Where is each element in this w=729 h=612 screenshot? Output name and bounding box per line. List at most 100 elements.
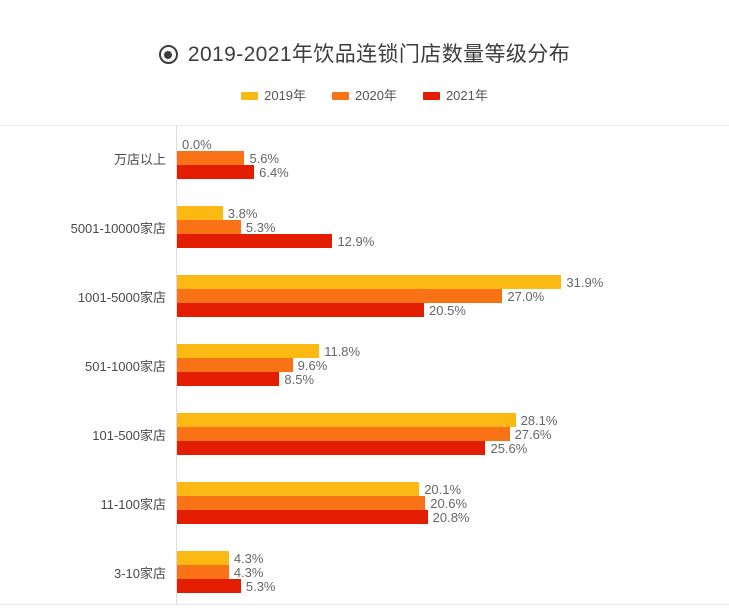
category-label: 501-1000家店 [85,358,166,374]
bar-rect [177,344,320,358]
bar-stack: 20.1% 20.6% 20.8% [177,482,729,526]
category-label: 万店以上 [113,151,166,167]
bar-groups: 万店以上 0.0% 5.6% 6.4% 5001-10000家店 3.8% 5.3% 12.9… [0,126,729,604]
bar-group: 3-10家店 4.3% 4.3% 5.3% [0,551,729,595]
bar-rect [177,551,229,565]
bar-rect [177,510,428,524]
bar-group: 5001-10000家店 3.8% 5.3% 12.9% [0,206,729,250]
bar-stack: 0.0% 5.6% 6.4% [177,137,729,181]
chart-legend: 2019年 2020年 2021年 [0,89,729,102]
bar-value-label: 9.6% [297,357,328,373]
bar-2019年[interactable]: 31.9% [177,275,603,289]
bar-rect [177,413,516,427]
bar-2019年[interactable]: 0.0% [177,137,212,151]
bar-2019年[interactable]: 20.1% [177,482,461,496]
bar-2019年[interactable]: 11.8% [177,344,360,358]
bar-value-label: 28.1% [520,412,558,428]
bar-rect [177,165,255,179]
bar-2021年[interactable]: 25.6% [177,441,527,455]
bar-value-label: 5.6% [249,150,280,166]
bar-2020年[interactable]: 27.6% [177,427,551,441]
category-axis-line [176,126,177,604]
bar-rect [177,206,223,220]
bar-value-label: 8.5% [284,371,315,387]
bar-rect [177,441,486,455]
bar-value-label: 3.8% [227,205,258,221]
category-label: 1001-5000家店 [77,289,166,305]
bar-2020年[interactable]: 4.3% [177,565,263,579]
bar-rect [177,151,245,165]
legend-label: 2021年 [445,88,488,103]
bar-stack: 31.9% 27.0% 20.5% [177,275,729,319]
legend-label: 2020年 [355,88,397,103]
bar-value-label: 25.6% [490,440,528,456]
bar-group: 11-100家店 20.1% 20.6% 20.8% [0,482,729,526]
bar-value-label: 12.9% [337,233,375,249]
bar-rect [177,496,426,510]
legend-item-2020年[interactable]: 2020年 [332,89,397,102]
bar-group: 1001-5000家店 31.9% 27.0% 20.5% [0,275,729,319]
bar-value-label: 20.5% [429,302,466,318]
bar-rect [177,579,241,593]
page-title: 2019-2021年饮品连锁门店数量等级分布 [187,43,571,66]
legend-item-2019年[interactable]: 2019年 [241,89,306,102]
bar-stack: 4.3% 4.3% 5.3% [177,551,729,595]
bar-stack: 11.8% 9.6% 8.5% [177,344,729,388]
bar-value-label: 4.3% [233,550,264,566]
bar-value-label: 27.6% [514,426,552,442]
plot-bottom-divider [0,604,729,605]
bar-2020年[interactable]: 9.6% [177,358,327,372]
category-label: 11-100家店 [100,496,166,512]
bar-group: 501-1000家店 11.8% 9.6% 8.5% [0,344,729,388]
bar-rect [177,303,425,317]
legend-label: 2019年 [264,88,307,103]
bar-2019年[interactable]: 28.1% [177,413,557,427]
bar-value-label: 20.6% [430,495,468,511]
bar-group: 万店以上 0.0% 5.6% 6.4% [0,137,729,181]
bar-2020年[interactable]: 27.0% [177,289,544,303]
chart-title-row: 2019-2021年饮品连锁门店数量等级分布 [0,44,729,65]
bar-group: 101-500家店 28.1% 27.6% 25.6% [0,413,729,457]
legend-item-2021年[interactable]: 2021年 [422,88,488,103]
bar-2020年[interactable]: 5.3% [177,220,276,234]
bar-stack: 3.8% 5.3% 12.9% [177,206,729,250]
bar-value-label: 11.8% [324,343,361,359]
bar-rect [177,358,293,372]
bar-value-label: 4.3% [233,564,264,580]
bar-2021年[interactable]: 8.5% [177,372,314,386]
bar-2019年[interactable]: 4.3% [177,551,263,565]
bar-value-label: 5.3% [245,578,276,594]
bar-value-label: 20.8% [432,509,470,525]
target-dot-icon [158,45,178,64]
bar-rect [177,482,420,496]
bar-2019年[interactable]: 3.8% [177,206,257,220]
bar-rect [177,372,280,386]
category-label: 3-10家店 [113,565,166,581]
bar-2020年[interactable]: 5.6% [177,151,279,165]
bar-2021年[interactable]: 12.9% [177,234,374,248]
bar-value-label: 31.9% [566,274,604,290]
bar-value-label: 5.3% [245,219,276,235]
legend-swatch-icon [422,91,440,100]
bar-value-label: 6.4% [259,164,289,180]
bar-2021年[interactable]: 5.3% [177,579,276,593]
bar-2021年[interactable]: 20.5% [177,303,466,317]
bar-rect [177,427,510,441]
bar-rect [177,220,241,234]
legend-swatch-icon [241,91,259,100]
bar-rect [177,289,503,303]
bar-rect [177,565,229,579]
category-label: 101-500家店 [92,427,166,443]
legend-swatch-icon [332,91,350,100]
bar-2020年[interactable]: 20.6% [177,496,467,510]
bar-value-label: 20.1% [424,481,462,497]
plot-top-divider [0,125,729,126]
category-label: 5001-10000家店 [70,220,166,236]
bar-value-label: 0.0% [182,136,212,152]
bar-2021年[interactable]: 6.4% [177,165,289,179]
bar-rect [177,234,333,248]
bar-stack: 28.1% 27.6% 25.6% [177,413,729,457]
bar-2021年[interactable]: 20.8% [177,510,470,524]
bar-rect [177,275,562,289]
